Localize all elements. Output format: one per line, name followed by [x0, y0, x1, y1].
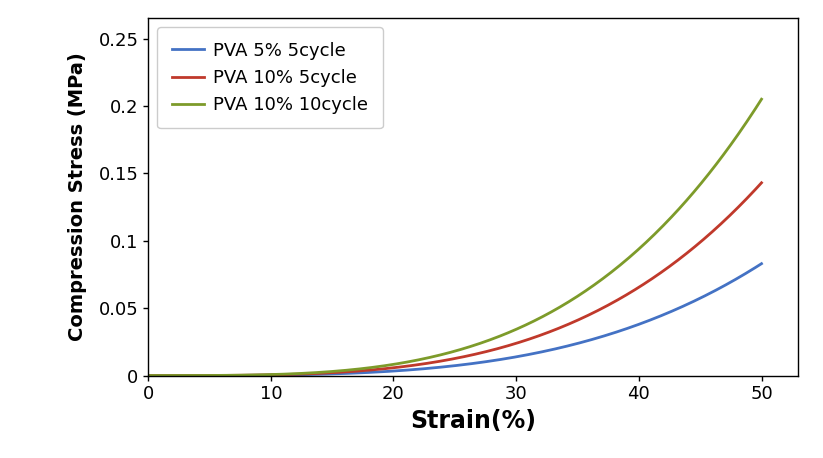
PVA 5% 5cycle [742, 270, 751, 276]
Line: PVA 5% 5cycle: PVA 5% 5cycle [148, 264, 761, 376]
PVA 5% 5cycle [438, 364, 448, 370]
PVA 10% 5cycle [143, 373, 153, 378]
PVA 5% 5cycle [143, 373, 153, 378]
X-axis label: Strain(%): Strain(%) [410, 409, 537, 433]
PVA 10% 5cycle [475, 350, 485, 356]
PVA 10% 10cycle [438, 351, 448, 357]
PVA 10% 10cycle [756, 97, 766, 102]
PVA 10% 5cycle [756, 180, 766, 185]
PVA 5% 5cycle [756, 261, 766, 267]
PVA 10% 5cycle [742, 196, 751, 201]
PVA 10% 10cycle [143, 373, 153, 378]
PVA 10% 5cycle [509, 342, 518, 347]
PVA 10% 10cycle [509, 328, 518, 333]
PVA 10% 5cycle [438, 358, 448, 364]
Legend: PVA 5% 5cycle, PVA 10% 5cycle, PVA 10% 10cycle: PVA 5% 5cycle, PVA 10% 5cycle, PVA 10% 1… [157, 27, 383, 128]
PVA 10% 10cycle [742, 119, 751, 125]
Line: PVA 10% 5cycle: PVA 10% 5cycle [148, 183, 761, 376]
PVA 10% 10cycle [435, 352, 444, 358]
PVA 10% 10cycle [646, 235, 656, 240]
PVA 10% 5cycle [646, 277, 656, 282]
PVA 10% 5cycle [435, 359, 444, 364]
Line: PVA 10% 10cycle: PVA 10% 10cycle [148, 99, 761, 376]
PVA 5% 5cycle [509, 354, 518, 360]
PVA 5% 5cycle [475, 360, 485, 365]
PVA 5% 5cycle [646, 317, 656, 322]
PVA 5% 5cycle [435, 365, 444, 370]
PVA 10% 10cycle [475, 341, 485, 346]
Y-axis label: Compression Stress (MPa): Compression Stress (MPa) [68, 53, 87, 341]
